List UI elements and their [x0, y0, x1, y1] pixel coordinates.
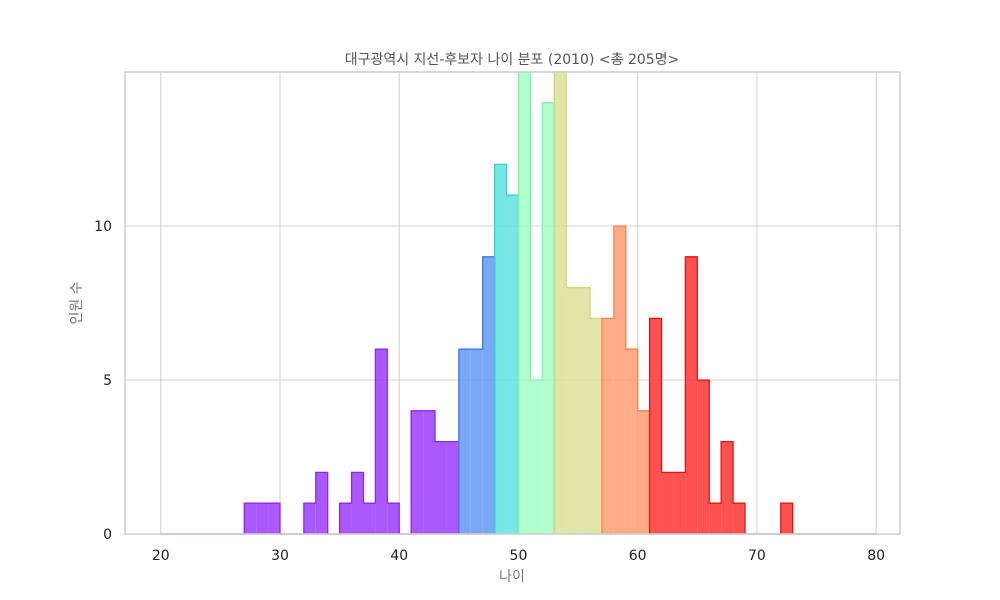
bar-age-65	[697, 380, 710, 534]
bar-age-47	[482, 256, 495, 534]
x-tick-20: 20	[152, 548, 170, 564]
bar-age-64	[685, 256, 698, 534]
bar-age-55	[578, 287, 590, 534]
histogram-bars	[160, 71, 877, 535]
bar-age-46	[470, 349, 483, 534]
bar-age-63	[673, 472, 686, 534]
bar-age-38	[375, 349, 388, 534]
bar-age-44	[446, 441, 459, 534]
chart-title: 대구광역시 지선-후보자 나이 분포 (2010) <총 205명>	[345, 52, 680, 68]
y-tick-10: 10	[94, 219, 112, 235]
bar-age-27	[244, 503, 257, 534]
x-tick-labels: 20 30 40 50 60 70 80	[152, 548, 885, 564]
bar-age-60	[637, 410, 650, 534]
x-tick-50: 50	[510, 548, 528, 564]
y-tick-5: 5	[103, 373, 112, 389]
x-tick-30: 30	[271, 548, 289, 564]
bar-age-67	[721, 441, 734, 534]
bar-age-53	[554, 72, 567, 534]
bar-age-43	[435, 441, 447, 534]
bar-age-52	[542, 102, 555, 535]
bar-age-29	[268, 503, 280, 534]
bar-age-35	[339, 503, 352, 534]
bar-age-56	[590, 318, 602, 534]
y-axis-label: 인원 수	[69, 281, 85, 324]
bar-age-59	[625, 349, 638, 534]
bar-age-51	[530, 380, 543, 534]
bar-age-32	[303, 503, 316, 534]
bar-age-57	[601, 318, 614, 534]
bar-age-50	[518, 72, 531, 534]
step-outline-5	[601, 225, 651, 534]
bar-age-45	[458, 349, 471, 534]
bar-age-66	[709, 503, 722, 534]
bar-age-39	[387, 503, 400, 534]
bar-age-41	[411, 410, 424, 534]
bar-age-48	[494, 164, 507, 534]
bar-age-54	[566, 287, 579, 534]
x-tick-80: 80	[867, 548, 885, 564]
x-tick-40: 40	[390, 548, 408, 564]
x-axis-label: 나이	[499, 569, 525, 585]
bar-age-49	[506, 195, 519, 534]
bar-age-37	[363, 503, 376, 534]
bar-age-42	[423, 410, 435, 534]
bar-age-58	[613, 226, 626, 534]
plot-frame	[124, 71, 901, 535]
y-tick-0: 0	[103, 527, 112, 543]
bar-age-36	[351, 472, 364, 534]
x-tick-60: 60	[629, 548, 647, 564]
bar-age-28	[256, 503, 269, 534]
x-tick-70: 70	[748, 548, 766, 564]
bar-age-68	[733, 503, 745, 534]
bar-age-61	[649, 318, 662, 534]
bar-age-72	[780, 503, 793, 534]
bar-age-62	[661, 472, 674, 534]
y-tick-labels: 0 5 10	[94, 219, 112, 543]
bar-age-33	[315, 472, 328, 534]
